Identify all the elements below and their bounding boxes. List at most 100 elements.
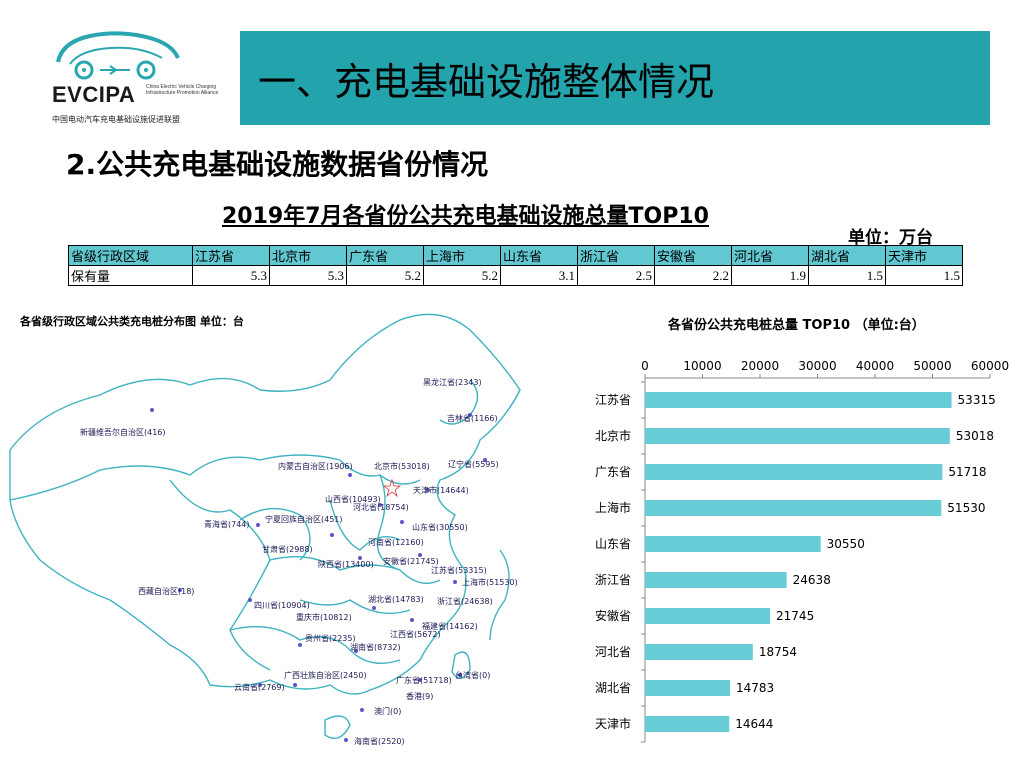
map-label: 辽宁省(5595) <box>448 460 499 469</box>
logo-subtitle: China Electric Vehicle Charging Infrastr… <box>146 84 219 96</box>
x-tick-label: 20000 <box>741 359 779 373</box>
map-label: 宁夏回族自治区(451) <box>265 515 343 524</box>
bar <box>645 572 787 588</box>
map-label: 广西壮族自治区(2450) <box>284 671 367 680</box>
table-cell: 江苏省 <box>192 245 270 266</box>
chart-title: 各省份公共充电桩总量 TOP10 （单位:台） <box>668 318 925 333</box>
map-label: 吉林省(1166) <box>447 414 498 423</box>
table-cell: 广东省 <box>346 245 424 266</box>
map-label: 安徽省(21745) <box>383 557 439 566</box>
row-header-province: 省级行政区域 <box>68 245 193 266</box>
bar-chart: 各省份公共充电桩总量 TOP10 （单位:台） 0 10000 20000 30000… <box>580 310 1010 760</box>
category-label: 广东省 <box>595 465 631 479</box>
data-label: 53315 <box>958 393 996 407</box>
section-subtitle: 2.公共充电基础设施数据省份情况 <box>66 148 489 181</box>
map-label: 广东省(51718) <box>396 676 452 685</box>
logo-chinese-name: 中国电动汽车充电基础设施促进联盟 <box>52 115 180 124</box>
map-label: 北京市(53018) <box>374 462 430 471</box>
category-label: 河北省 <box>595 645 631 659</box>
bar <box>645 536 821 552</box>
data-label: 51530 <box>947 501 985 515</box>
category-label: 江苏省 <box>595 393 631 407</box>
map-label: 青海省(744) <box>204 520 250 529</box>
evcipa-logo: EVCIPA China Electric Vehicle Charging I… <box>30 28 220 128</box>
category-label: 上海市 <box>595 500 631 515</box>
table-cell: 3.1 <box>500 265 578 286</box>
category-label: 湖北省 <box>595 680 631 695</box>
bar <box>645 608 771 624</box>
table-cell: 5.2 <box>346 265 424 286</box>
page-title: 一、充电基础设施整体情况 <box>258 60 715 104</box>
x-tick-label: 0 <box>641 359 649 373</box>
map-label: 海南省(2520) <box>354 737 405 746</box>
bar <box>645 500 942 516</box>
map-label: 湖南省(8732) <box>350 643 401 652</box>
bar <box>645 464 943 480</box>
map-label: 澳门(0) <box>374 707 402 716</box>
map-label: 台湾省(0) <box>455 671 491 680</box>
x-tick-label: 30000 <box>798 359 836 373</box>
data-label: 30550 <box>827 537 865 551</box>
table-unit: 单位：万台 <box>848 228 933 248</box>
map-label: 湖北省(14783) <box>368 595 424 604</box>
category-label: 山东省 <box>595 537 631 551</box>
table-cell: 5.2 <box>423 265 501 286</box>
china-outline-icon <box>9 313 521 742</box>
table-cell: 2.2 <box>654 265 732 286</box>
category-label: 北京市 <box>595 428 631 443</box>
category-label: 浙江省 <box>595 573 631 587</box>
table-title: 2019年7月各省份公共充电基础设施总量TOP10 <box>222 204 709 229</box>
map-label: 天津市(14644) <box>413 486 469 495</box>
map-label: 山西省(10493) <box>325 495 381 504</box>
table-row: 保有量 5.3 5.3 5.2 5.2 3.1 2.5 2.2 1.9 1.5 … <box>68 265 963 286</box>
bar <box>645 680 731 696</box>
map-label: 重庆市(10812) <box>296 613 352 622</box>
table-cell: 安徽省 <box>654 245 732 266</box>
x-tick-label: 50000 <box>913 359 951 373</box>
table-cell: 上海市 <box>423 245 501 266</box>
row-header-count: 保有量 <box>68 265 193 286</box>
map-label: 陕西省(13400) <box>318 560 374 569</box>
map-label: 河南省(12160) <box>368 538 424 547</box>
map-label: 江苏省(53315) <box>431 566 487 575</box>
data-label: 51718 <box>948 465 986 479</box>
map-label: 贵州省(2235) <box>305 634 356 643</box>
table-cell: 1.5 <box>808 265 886 286</box>
map-label: 新疆维吾尔自治区(416) <box>80 428 166 437</box>
map-label: 云南省(2769) <box>234 683 285 692</box>
x-tick-label: 10000 <box>683 359 721 373</box>
map-label: 河北省(18754) <box>353 503 409 512</box>
bar <box>645 428 950 444</box>
bar-chart-svg: 0 10000 20000 30000 40000 50000 60000 江苏省 53315 北… <box>595 359 1009 743</box>
x-tick-label: 40000 <box>856 359 894 373</box>
map-label: 江西省(5672) <box>390 630 441 639</box>
table-cell: 2.5 <box>577 265 655 286</box>
map-label: 内蒙古自治区(1906) <box>278 462 353 471</box>
table-header-row: 省级行政区域 江苏省 北京市 广东省 上海市 山东省 浙江省 安徽省 河北省 湖… <box>68 245 963 266</box>
data-label: 14783 <box>736 681 774 695</box>
data-label: 53018 <box>956 429 994 443</box>
table-cell: 5.3 <box>192 265 270 286</box>
table-cell: 湖北省 <box>808 245 886 266</box>
table-cell: 天津市 <box>885 245 963 266</box>
map-label: 香港(9) <box>406 692 434 701</box>
bar <box>645 716 730 732</box>
bar <box>645 392 952 408</box>
table-cell: 5.3 <box>269 265 347 286</box>
table-cell: 河北省 <box>731 245 809 266</box>
header-banner: 一、充电基础设施整体情况 <box>240 31 990 125</box>
category-label: 安徽省 <box>595 608 631 623</box>
table-cell: 1.5 <box>885 265 963 286</box>
data-label: 18754 <box>759 645 797 659</box>
map-label: 浙江省(24638) <box>437 597 493 606</box>
china-map: 黑龙江省(2343) 吉林省(1166) 辽宁省(5595) 内蒙古自治区(19… <box>0 300 560 768</box>
map-label: 上海市(51530) <box>462 578 518 587</box>
map-label: 福建省(14162) <box>422 622 478 631</box>
map-label: 西藏自治区(18) <box>138 587 195 596</box>
map-label: 甘肃省(2988) <box>262 545 313 554</box>
map-label: 山东省(30550) <box>412 523 468 532</box>
category-label: 天津市 <box>595 716 631 731</box>
logo-name: EVCIPA <box>52 82 136 107</box>
table-cell: 浙江省 <box>577 245 655 266</box>
bar <box>645 644 753 660</box>
